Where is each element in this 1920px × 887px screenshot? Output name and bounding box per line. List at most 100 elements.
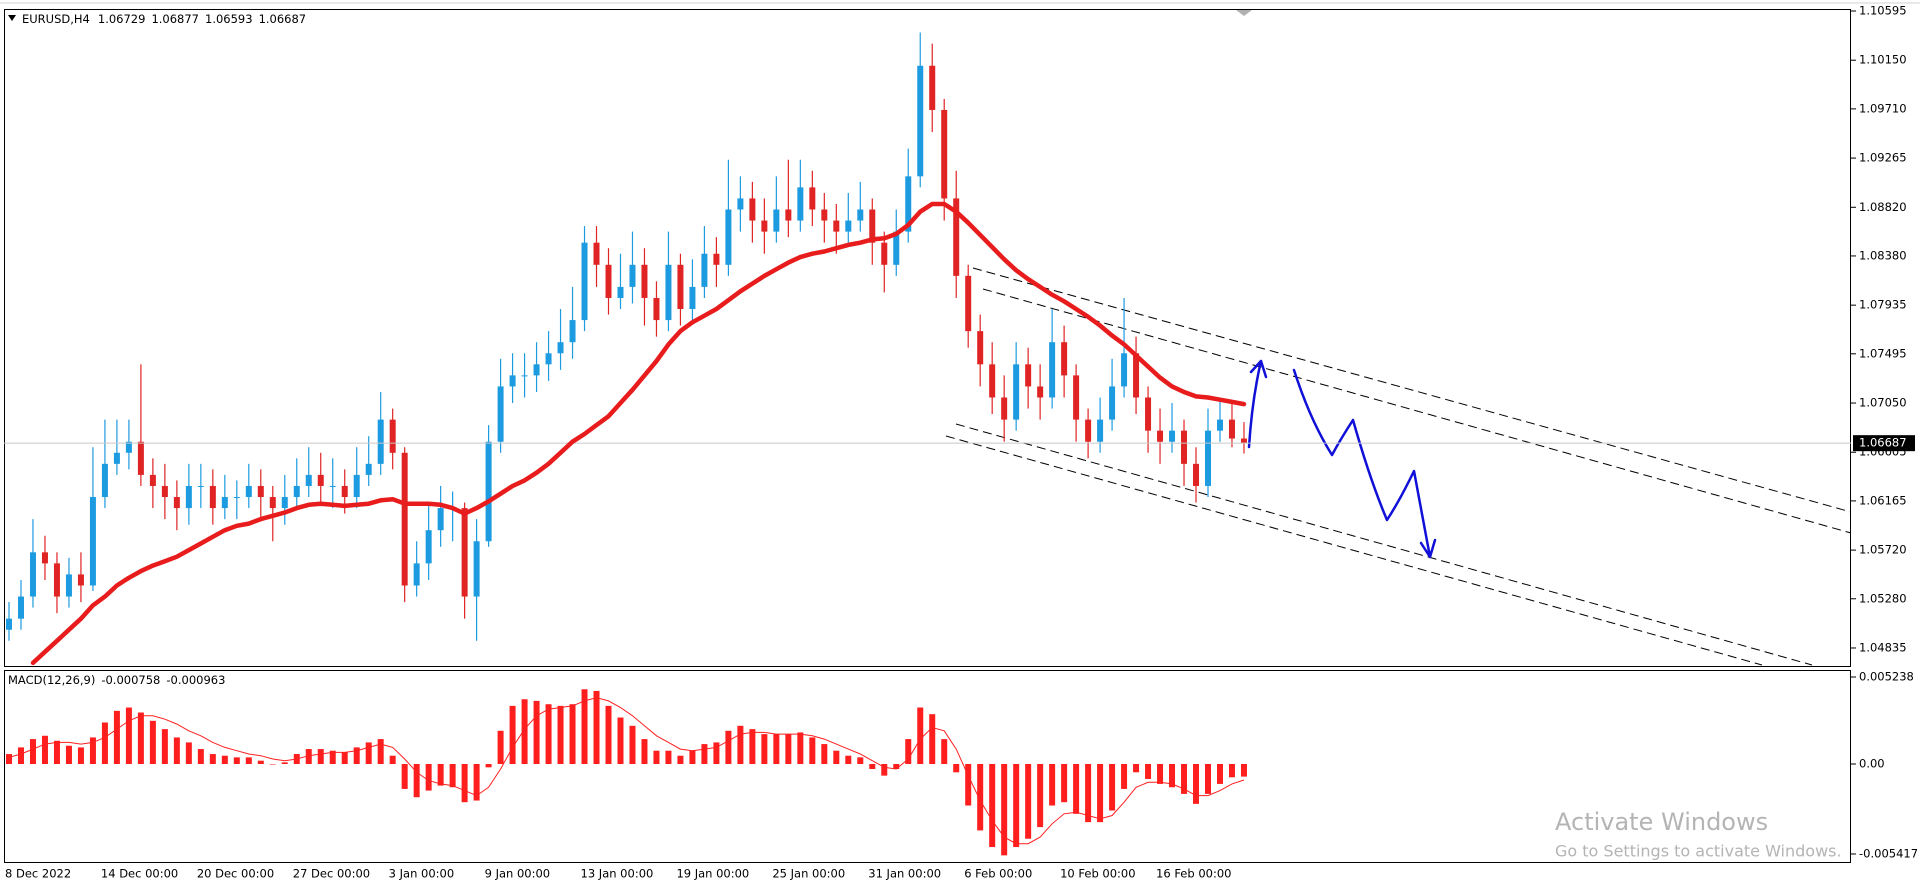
- candle-body: [905, 176, 912, 232]
- candle-body: [665, 264, 672, 321]
- macd-bar: [749, 729, 756, 765]
- macd-title: MACD(12,26,9): [8, 673, 95, 687]
- candle-body: [317, 474, 324, 486]
- macd-bar: [125, 707, 132, 765]
- candle-body: [521, 375, 528, 377]
- macd-bar: [665, 750, 672, 765]
- macd-bar: [77, 747, 84, 765]
- candle-body: [617, 286, 624, 298]
- y-tick-label: 1.05720: [1859, 543, 1907, 557]
- macd-bar: [857, 757, 864, 765]
- y-tick-label: 1.10595: [1859, 3, 1907, 17]
- macd-bar: [593, 690, 600, 765]
- x-tick-label: 27 Dec 00:00: [293, 867, 370, 881]
- y-tick-label: 1.10150: [1859, 53, 1907, 67]
- candle-body: [701, 253, 708, 287]
- candle-body: [593, 242, 600, 265]
- x-tick-label: 6 Feb 00:00: [964, 867, 1032, 881]
- candle-body: [1133, 353, 1140, 398]
- macd-bar: [521, 699, 528, 765]
- macd-bar: [569, 704, 576, 765]
- macd-bar: [1121, 764, 1128, 789]
- candle-body: [341, 485, 348, 498]
- x-tick-label: 3 Jan 00:00: [389, 867, 455, 881]
- watermark-title: Activate Windows: [1555, 808, 1768, 836]
- candle-body: [785, 209, 792, 221]
- macd-bar: [1145, 764, 1152, 779]
- macd-bar: [653, 750, 660, 765]
- candle-body: [461, 508, 468, 597]
- candle-body: [101, 463, 108, 498]
- candle-body: [977, 331, 984, 365]
- candle-body: [77, 574, 84, 586]
- macd-bar: [53, 740, 60, 765]
- candle-body: [929, 65, 936, 110]
- macd-bar: [101, 722, 108, 765]
- macd-bar: [1193, 764, 1200, 804]
- macd-bar: [449, 764, 456, 788]
- macd-bar: [1049, 764, 1056, 806]
- macd-bar: [701, 744, 708, 765]
- x-tick-label: 19 Jan 00:00: [676, 867, 749, 881]
- candle-body: [1109, 386, 1116, 420]
- macd-bar: [1228, 764, 1235, 778]
- candle-body: [857, 209, 864, 221]
- candle-body: [173, 497, 180, 509]
- macd-header: MACD(12,26,9) -0.000758 -0.000963: [8, 673, 225, 687]
- candle-body: [41, 552, 48, 564]
- macd-bar: [1169, 764, 1176, 788]
- candle-body: [713, 253, 720, 265]
- macd-bar: [437, 764, 444, 786]
- candles: [6, 32, 1247, 641]
- macd-bar: [497, 730, 504, 765]
- macd-bar: [461, 764, 468, 803]
- candle-body: [473, 541, 480, 597]
- candle-body: [749, 198, 756, 221]
- macd-bar: [197, 749, 204, 765]
- macd-bar: [797, 732, 804, 765]
- macd-bar: [29, 739, 36, 765]
- macd-bar: [1133, 764, 1140, 773]
- candle-body: [257, 485, 264, 498]
- close-value: 1.06687: [259, 12, 307, 26]
- macd-bar: [41, 735, 48, 765]
- macd-histogram: [6, 689, 1247, 856]
- x-tick-label: 25 Jan 00:00: [772, 867, 845, 881]
- macd-bar: [629, 725, 636, 765]
- candle-body: [1013, 364, 1020, 420]
- macd-bar: [821, 744, 828, 765]
- y-tick-label: 1.08820: [1859, 200, 1907, 214]
- candle-body: [797, 187, 804, 221]
- macd-panel: [4, 670, 1851, 863]
- candle-body: [689, 286, 696, 310]
- macd-bar: [1240, 764, 1247, 777]
- macd-bar: [317, 749, 324, 765]
- macd-bar: [509, 705, 516, 765]
- macd-bar: [89, 737, 96, 765]
- candle-body: [737, 198, 744, 210]
- candle-body: [821, 209, 828, 221]
- candle-body: [1001, 397, 1008, 420]
- candle-body: [557, 342, 564, 354]
- macd-bar: [545, 704, 552, 765]
- macd-bar: [977, 764, 984, 831]
- candle-body: [1145, 397, 1152, 431]
- candle-body: [1037, 386, 1044, 398]
- candle-body: [1121, 353, 1128, 387]
- candle-body: [209, 485, 216, 509]
- x-tick-label: 16 Feb 00:00: [1156, 867, 1231, 881]
- candle-body: [1061, 342, 1068, 376]
- candle-body: [185, 485, 192, 509]
- macd-bar: [881, 764, 888, 776]
- x-tick-label: 9 Jan 00:00: [485, 867, 550, 881]
- candle-body: [53, 563, 60, 597]
- y-tick-label: -0.005417: [1859, 846, 1918, 860]
- candle-body: [677, 264, 684, 310]
- macd-bar: [389, 755, 396, 765]
- macd-bar: [1025, 764, 1032, 839]
- x-tick-label: 31 Jan 00:00: [868, 867, 941, 881]
- macd-bar: [677, 755, 684, 765]
- macd-bar: [221, 755, 228, 765]
- candle-body: [1216, 419, 1223, 431]
- chart-header: EURUSD,H4 1.06729 1.06877 1.06593 1.06687: [22, 12, 306, 26]
